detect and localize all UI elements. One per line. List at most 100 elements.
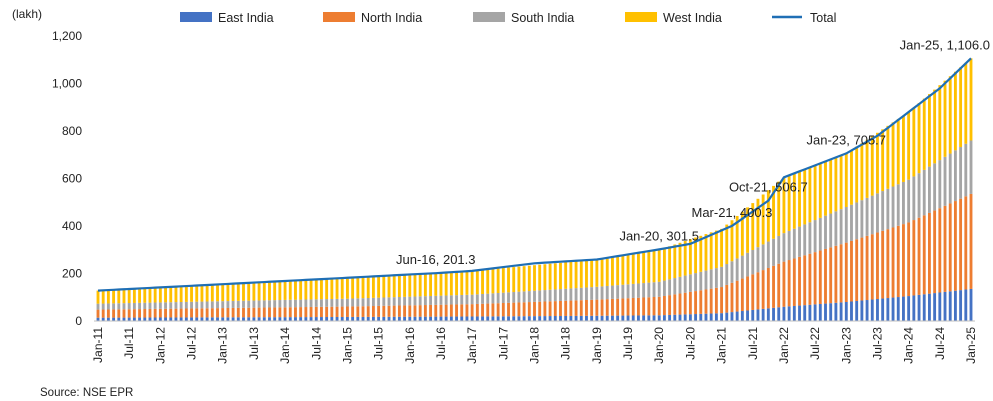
bar-segment [195, 285, 199, 302]
bar-segment [200, 308, 204, 318]
bar-segment [818, 163, 822, 218]
x-tick-label: Jul-21 [746, 327, 760, 360]
x-tick-label: Jul-13 [247, 327, 261, 360]
x-tick-label: Jul-20 [683, 327, 697, 360]
bar-segment [969, 140, 973, 194]
bar-segment [662, 248, 666, 281]
bar-segment [902, 296, 905, 321]
bar-segment [912, 220, 916, 296]
bar-segment [844, 207, 848, 243]
bar-segment [553, 301, 557, 317]
bar-segment [751, 274, 755, 310]
bar-segment [273, 281, 277, 301]
bar-segment [933, 163, 937, 211]
bar-segment [475, 303, 479, 317]
annotation-label: Jan-25, 1,106.0 [900, 37, 990, 52]
bar-segment [158, 317, 162, 321]
bar-segment [174, 302, 178, 309]
bar-segment [434, 316, 438, 321]
bar-segment [948, 76, 952, 154]
bar-segment [268, 300, 271, 308]
bar-segment [844, 242, 848, 303]
bar-segment [122, 309, 126, 318]
bar-segment [688, 274, 692, 292]
bar-segment [356, 316, 360, 321]
bar-segment [865, 235, 869, 301]
x-tick-label: Jul-17 [496, 327, 510, 360]
bar-segment [496, 268, 500, 293]
bar-segment [221, 308, 225, 318]
legend-label: Total [810, 11, 836, 25]
bar-segment [751, 203, 755, 250]
bar-segment [590, 299, 594, 316]
bar-segment [356, 306, 360, 317]
bar-segment [475, 270, 479, 295]
bar-segment [870, 234, 874, 300]
bar-segment [361, 316, 365, 321]
bar-segment [678, 314, 682, 321]
bar-segment [761, 308, 765, 321]
bar-segment [808, 222, 812, 254]
bar-segment [761, 244, 765, 271]
bar-segment [912, 176, 916, 221]
bar-segment [912, 295, 916, 321]
bar-segment [725, 312, 729, 321]
bar-segment [953, 290, 957, 321]
bar-segment [112, 303, 116, 310]
bar-segment [740, 311, 744, 321]
bar-segment [813, 304, 817, 322]
y-tick-label: 0 [75, 314, 82, 328]
bar-segment [637, 253, 640, 284]
bar-segment [637, 297, 640, 316]
bar-segment [174, 308, 178, 318]
bar-segment [320, 299, 323, 307]
bar-segment [127, 309, 131, 318]
bar-segment [850, 301, 853, 321]
bar-segment [855, 146, 859, 203]
legend-swatch [323, 12, 355, 22]
bar-segment [387, 305, 391, 317]
bar-segment [268, 281, 271, 301]
bar-segment [782, 261, 786, 307]
bar-segment [408, 296, 412, 306]
bar-segment [730, 220, 734, 262]
bar-segment [611, 257, 614, 286]
bar-segment [314, 299, 318, 307]
bar-segment [579, 300, 583, 316]
bar-segment [720, 266, 723, 288]
bar-segment [865, 197, 869, 236]
bar-segment [418, 305, 422, 317]
bar-segment [283, 307, 287, 318]
bar-segment [392, 297, 396, 306]
bar-segment [569, 315, 573, 321]
bar-segment [294, 307, 297, 318]
bar-segment [553, 263, 557, 290]
bar-segment [543, 316, 547, 321]
bar-segment [668, 246, 672, 280]
bar-segment [704, 270, 708, 290]
bar-segment [860, 237, 864, 301]
bar-segment [943, 80, 947, 157]
bar-segment [423, 273, 427, 297]
bar-segment [860, 200, 864, 238]
bar-segment [621, 298, 625, 316]
bar-segment [855, 301, 859, 321]
bar-segment [96, 317, 100, 321]
bar-segment [143, 309, 147, 318]
bar-segment [429, 295, 432, 305]
bar-segment [959, 290, 963, 322]
bar-segment [668, 314, 672, 321]
bar-segment [164, 302, 167, 309]
bar-segment [803, 169, 807, 225]
bar-segment [891, 122, 895, 187]
bar-segment [455, 316, 458, 321]
bar-segment [195, 308, 199, 318]
bar-segment [792, 228, 796, 259]
bar-segment [335, 278, 339, 299]
bar-segment [917, 294, 921, 322]
y-tick-label: 1,000 [52, 77, 82, 91]
bar-segment [662, 280, 666, 296]
bar-segment [928, 293, 931, 321]
bar-segment [262, 307, 266, 318]
bar-segment [288, 299, 292, 308]
